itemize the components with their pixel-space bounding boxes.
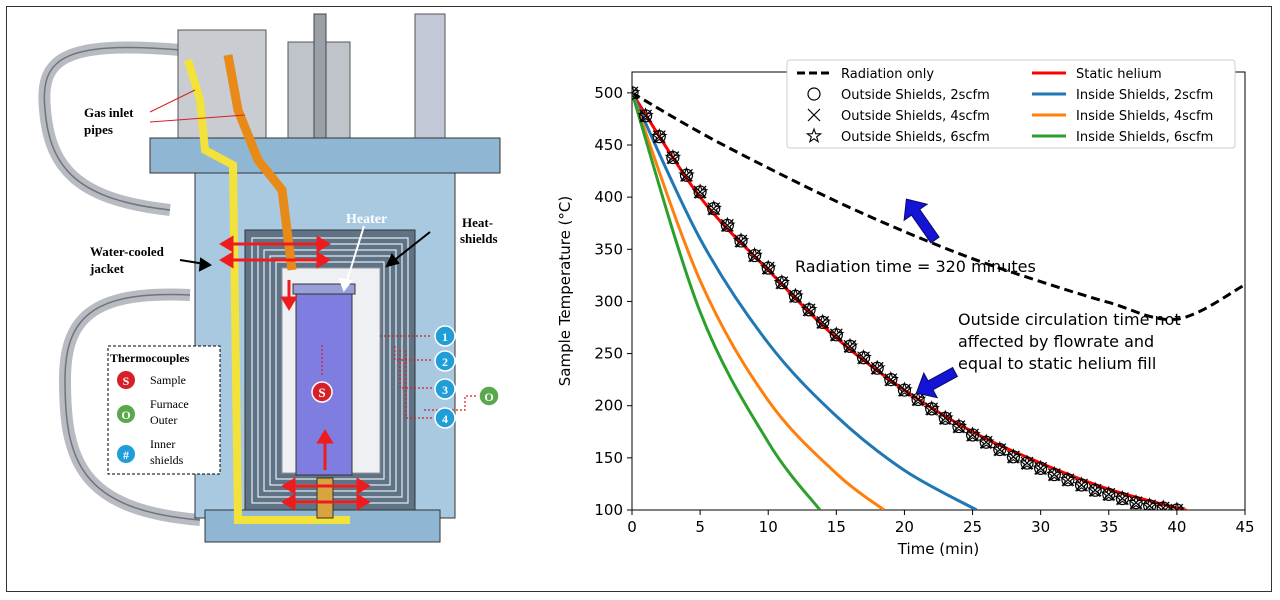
legend-title: Thermocouples [110,351,190,365]
heater-label: Heater [346,212,387,227]
gas-manifold [177,29,267,151]
shield-marker-4: 4 [434,407,456,429]
shield-marker-3: 3 [434,378,456,400]
flow-arrows [219,235,371,511]
legend-inner: Inner [150,437,175,451]
legend-furnace: Furnace [150,397,189,411]
svg-text:4: 4 [442,412,448,426]
outer-marker: O [478,385,500,407]
legend-shields: shields [150,453,184,467]
sample-marker: S [311,381,333,403]
svg-text:S: S [318,385,325,400]
shield-marker-1: 1 [434,325,456,347]
gas-inlet-label-2: pipes [84,122,113,137]
heat-shields-label-2: shields [460,231,498,246]
svg-text:1: 1 [442,330,448,344]
furnace-diagram: Gas inlet pipes Heater Heat- shields Wat… [38,13,501,543]
gas-inlet-label-1: Gas inlet [84,105,134,120]
heater-arrow [338,225,365,293]
label-arrows [179,231,431,272]
svg-text:3: 3 [442,383,448,397]
orange-inlet-pipe [223,54,297,271]
svg-text:O: O [484,390,493,404]
svg-text:O: O [121,408,130,422]
svg-text:S: S [123,374,130,388]
water-jacket-label-2: jacket [89,261,125,276]
svg-text:2: 2 [442,355,448,369]
legend-sample: Sample [150,373,186,387]
shield-marker-2: 2 [434,350,456,372]
figure-frame [6,6,1272,592]
bottom-spring [316,477,334,519]
thermocouple-leads [321,335,478,419]
water-jacket-label-1: Water-cooled [90,244,165,259]
legend-outer: Outer [150,413,177,427]
thermocouple-legend: Thermocouples S Sample O Furnace Outer #… [107,345,221,475]
heat-shields-label-1: Heat- [462,215,493,230]
bracket-right [414,13,446,155]
svg-text:#: # [123,448,129,462]
label-leaders [149,89,246,123]
yellow-inlet-pipe [184,58,350,524]
